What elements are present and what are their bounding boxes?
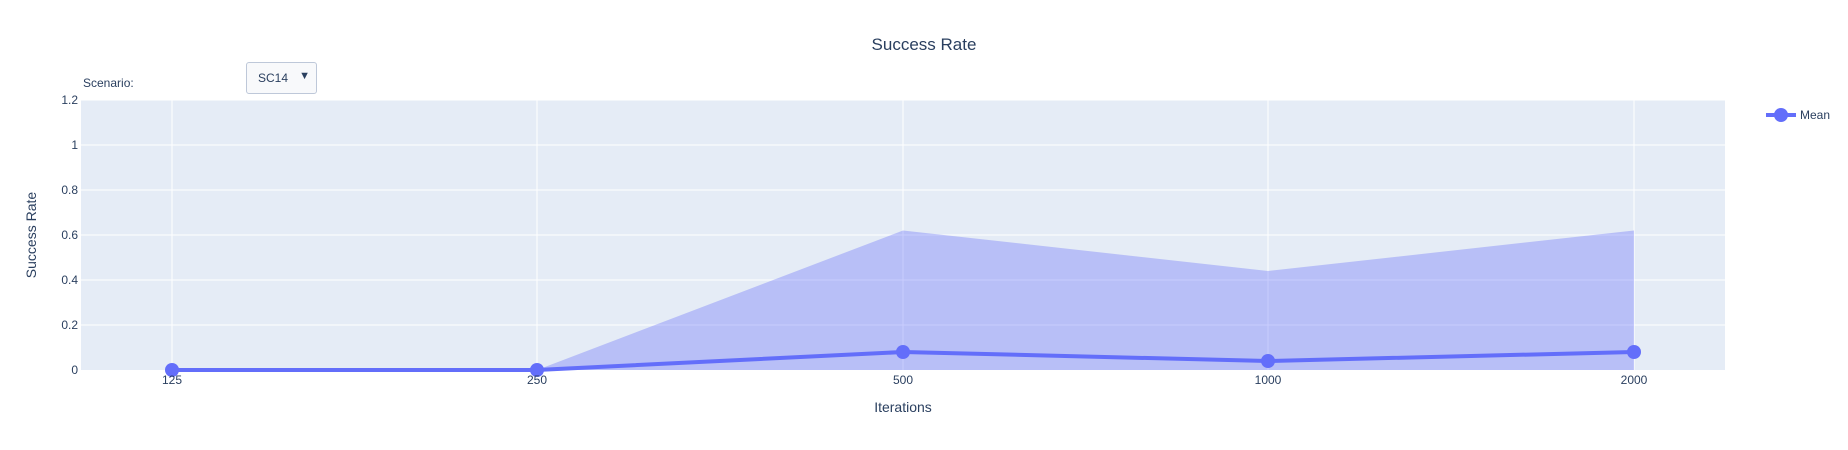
- x-tick-label: 500: [893, 373, 913, 387]
- x-axis-title: Iterations: [874, 399, 932, 415]
- confidence-band: [172, 230, 1634, 370]
- scenario-dropdown[interactable]: SC14 ▼: [246, 62, 317, 94]
- y-tick-label: 1: [71, 138, 78, 152]
- data-point-mean[interactable]: [530, 363, 544, 377]
- legend-marker-swatch: [1774, 108, 1788, 122]
- data-point-mean[interactable]: [1627, 345, 1641, 359]
- x-tick-label: 2000: [1621, 373, 1648, 387]
- x-tick-label: 1000: [1255, 373, 1282, 387]
- data-point-mean[interactable]: [1261, 354, 1275, 368]
- y-tick-label: 0.4: [61, 273, 78, 287]
- grid-lines: [81, 99, 1725, 370]
- data-point-mean[interactable]: [896, 345, 910, 359]
- legend-label-mean: Mean: [1800, 108, 1830, 122]
- series-marker-layer: [165, 345, 1641, 377]
- y-axis-title: Success Rate: [23, 192, 39, 279]
- y-tick-label: 0.2: [61, 318, 78, 332]
- chevron-down-icon: ▼: [299, 70, 310, 82]
- confidence-band-layer: [172, 230, 1634, 370]
- x-tick-label: 125: [162, 373, 182, 387]
- legend[interactable]: Mean: [1766, 108, 1830, 122]
- scenario-label: Scenario:: [83, 76, 134, 90]
- y-tick-label: 0: [71, 363, 78, 377]
- chart-title: Success Rate: [872, 35, 977, 54]
- data-point-mean[interactable]: [165, 363, 179, 377]
- scenario-dropdown-value: SC14: [258, 71, 289, 85]
- y-tick-label: 0.8: [61, 183, 78, 197]
- y-tick-labels: 0 0.2 0.4 0.6 0.8 1 1.2: [61, 93, 78, 377]
- y-tick-label: 1.2: [61, 93, 78, 107]
- y-tick-label: 0.6: [61, 228, 78, 242]
- x-tick-labels: 125 250 500 1000 2000: [162, 373, 1648, 387]
- x-tick-label: 250: [527, 373, 547, 387]
